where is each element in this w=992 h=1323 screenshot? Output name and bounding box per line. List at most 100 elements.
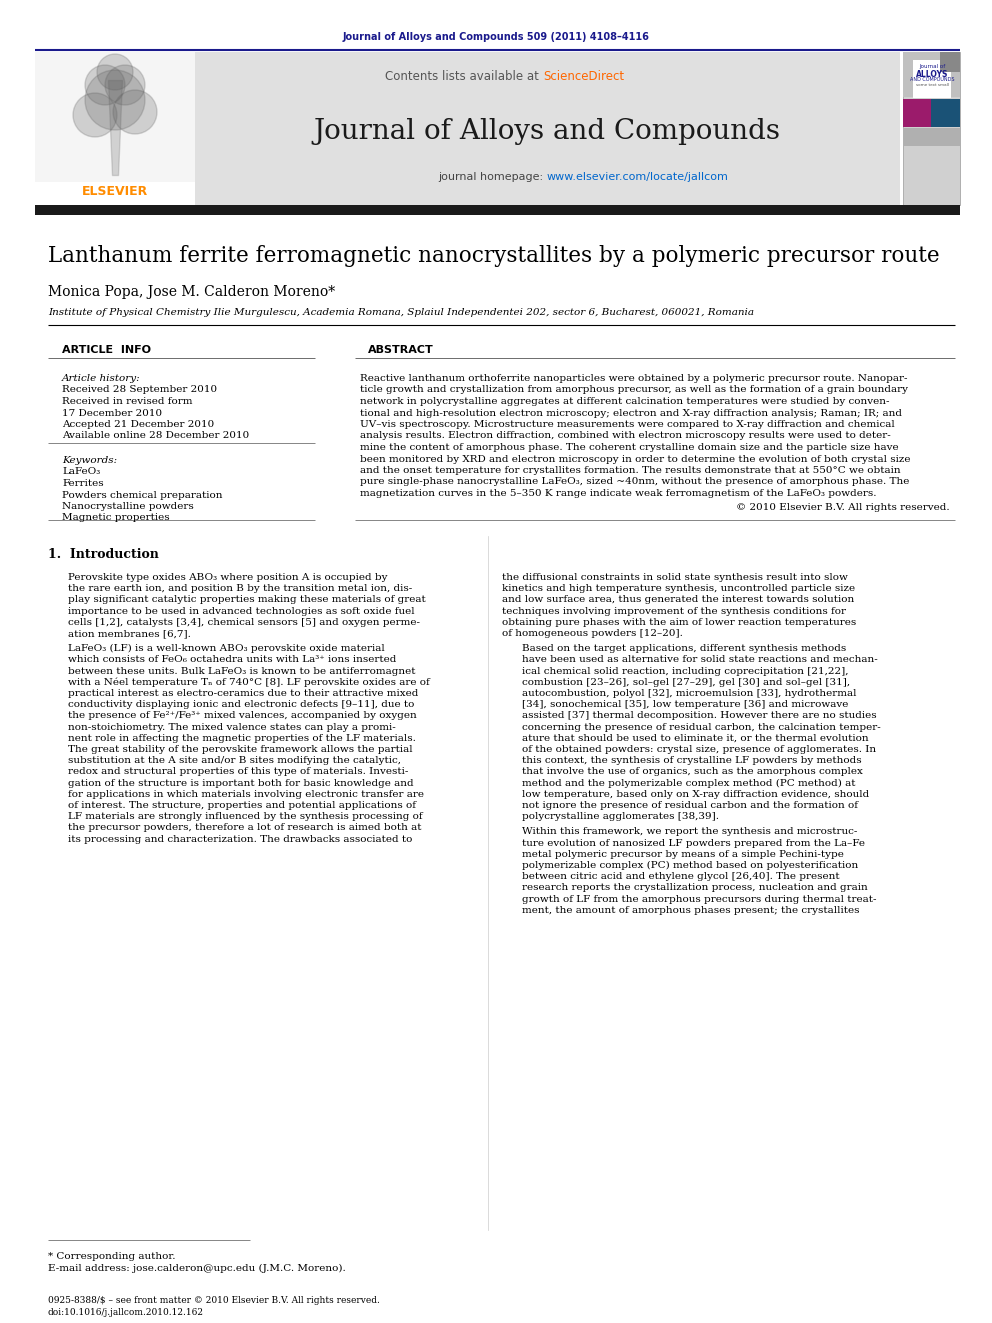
Text: www.elsevier.com/locate/jallcom: www.elsevier.com/locate/jallcom: [547, 172, 729, 183]
Text: ature that should be used to eliminate it, or the thermal evolution: ature that should be used to eliminate i…: [522, 734, 869, 742]
Text: play significant catalytic properties making these materials of great: play significant catalytic properties ma…: [68, 595, 426, 605]
Text: the precursor powders, therefore a lot of research is aimed both at: the precursor powders, therefore a lot o…: [68, 823, 422, 832]
Text: polymerizable complex (PC) method based on polyesterification: polymerizable complex (PC) method based …: [522, 861, 858, 871]
Text: ELSEVIER: ELSEVIER: [82, 185, 148, 198]
Text: Reactive lanthanum orthoferrite nanoparticles were obtained by a polymeric precu: Reactive lanthanum orthoferrite nanopart…: [360, 374, 908, 382]
Text: Received in revised form: Received in revised form: [62, 397, 192, 406]
Bar: [903, 52, 960, 205]
Text: between citric acid and ethylene glycol [26,40]. The present: between citric acid and ethylene glycol …: [522, 872, 839, 881]
Circle shape: [113, 90, 157, 134]
Bar: [35, 205, 960, 216]
Text: ture evolution of nanosized LF powders prepared from the La–Fe: ture evolution of nanosized LF powders p…: [522, 839, 865, 848]
Text: 0925-8388/$ – see front matter © 2010 Elsevier B.V. All rights reserved.: 0925-8388/$ – see front matter © 2010 El…: [48, 1297, 380, 1304]
Text: Monica Popa, Jose M. Calderon Moreno*: Monica Popa, Jose M. Calderon Moreno*: [48, 284, 335, 299]
Text: this context, the synthesis of crystalline LF powders by methods: this context, the synthesis of crystalli…: [522, 757, 862, 765]
Text: The great stability of the perovskite framework allows the partial: The great stability of the perovskite fr…: [68, 745, 413, 754]
Text: ical chemical solid reaction, including coprecipitation [21,22],: ical chemical solid reaction, including …: [522, 667, 848, 676]
Text: for applications in which materials involving electronic transfer are: for applications in which materials invo…: [68, 790, 424, 799]
Text: and the onset temperature for crystallites formation. The results demonstrate th: and the onset temperature for crystallit…: [360, 466, 901, 475]
Text: which consists of FeO₆ octahedra units with La³⁺ ions inserted: which consists of FeO₆ octahedra units w…: [68, 655, 397, 664]
Text: low temperature, based only on X-ray diffraction evidence, should: low temperature, based only on X-ray dif…: [522, 790, 869, 799]
Text: Ferrites: Ferrites: [62, 479, 103, 488]
Bar: [903, 128, 960, 146]
Text: AND COMPOUNDS: AND COMPOUNDS: [910, 77, 954, 82]
Text: substitution at the A site and/or B sites modifying the catalytic,: substitution at the A site and/or B site…: [68, 757, 401, 765]
Text: techniques involving improvement of the synthesis conditions for: techniques involving improvement of the …: [502, 607, 846, 615]
Text: method and the polymerizable complex method (PC method) at: method and the polymerizable complex met…: [522, 779, 855, 787]
Text: mine the content of amorphous phase. The coherent crystalline domain size and th: mine the content of amorphous phase. The…: [360, 443, 899, 452]
Text: Based on the target applications, different synthesis methods: Based on the target applications, differ…: [522, 644, 846, 654]
Text: Journal of: Journal of: [919, 64, 945, 69]
Text: ScienceDirect: ScienceDirect: [543, 70, 624, 83]
Text: Perovskite type oxides ABO₃ where position A is occupied by: Perovskite type oxides ABO₃ where positi…: [68, 573, 388, 582]
Text: obtaining pure phases with the aim of lower reaction temperatures: obtaining pure phases with the aim of lo…: [502, 618, 856, 627]
Text: tional and high-resolution electron microscopy; electron and X-ray diffraction a: tional and high-resolution electron micr…: [360, 409, 902, 418]
Text: the diffusional constraints in solid state synthesis result into slow: the diffusional constraints in solid sta…: [502, 573, 848, 582]
Circle shape: [97, 54, 133, 90]
Text: some text small: some text small: [916, 83, 948, 87]
Text: not ignore the presence of residual carbon and the formation of: not ignore the presence of residual carb…: [522, 800, 858, 810]
Circle shape: [105, 65, 145, 105]
Text: Contents lists available at: Contents lists available at: [385, 70, 543, 83]
Text: the presence of Fe²⁺/Fe³⁺ mixed valences, accompanied by oxygen: the presence of Fe²⁺/Fe³⁺ mixed valences…: [68, 712, 417, 721]
Text: ment, the amount of amorphous phases present; the crystallites: ment, the amount of amorphous phases pre…: [522, 906, 859, 914]
Text: gation of the structure is important both for basic knowledge and: gation of the structure is important bot…: [68, 779, 414, 787]
Text: doi:10.1016/j.jallcom.2010.12.162: doi:10.1016/j.jallcom.2010.12.162: [48, 1308, 204, 1316]
Text: ation membranes [6,7].: ation membranes [6,7].: [68, 628, 190, 638]
Text: conductivity displaying ionic and electronic defects [9–11], due to: conductivity displaying ionic and electr…: [68, 700, 415, 709]
Text: Accepted 21 December 2010: Accepted 21 December 2010: [62, 419, 214, 429]
Text: with a Néel temperature Tₙ of 740°C [8]. LF perovskite oxides are of: with a Néel temperature Tₙ of 740°C [8].…: [68, 677, 430, 688]
Text: Magnetic properties: Magnetic properties: [62, 513, 170, 523]
Text: research reports the crystallization process, nucleation and grain: research reports the crystallization pro…: [522, 884, 868, 893]
Text: Article history:: Article history:: [62, 374, 141, 382]
Text: [34], sonochemical [35], low temperature [36] and microwave: [34], sonochemical [35], low temperature…: [522, 700, 848, 709]
Text: assisted [37] thermal decomposition. However there are no studies: assisted [37] thermal decomposition. How…: [522, 712, 877, 721]
Bar: [903, 52, 960, 97]
Circle shape: [85, 65, 125, 105]
Bar: [913, 60, 951, 98]
Bar: [931, 99, 960, 127]
Text: between these units. Bulk LaFeO₃ is known to be antiferromagnet: between these units. Bulk LaFeO₃ is know…: [68, 667, 416, 676]
Text: importance to be used in advanced technologies as soft oxide fuel: importance to be used in advanced techno…: [68, 607, 415, 615]
Text: LaFeO₃ (LF) is a well-known ABO₃ perovskite oxide material: LaFeO₃ (LF) is a well-known ABO₃ perovsk…: [68, 644, 385, 654]
Text: been monitored by XRD and electron microscopy in order to determine the evolutio: been monitored by XRD and electron micro…: [360, 455, 911, 463]
Text: Journal of Alloys and Compounds 509 (2011) 4108–4116: Journal of Alloys and Compounds 509 (201…: [342, 32, 650, 42]
Text: non-stoichiometry. The mixed valence states can play a promi-: non-stoichiometry. The mixed valence sta…: [68, 722, 396, 732]
Text: redox and structural properties of this type of materials. Investi-: redox and structural properties of this …: [68, 767, 409, 777]
Text: nent role in affecting the magnetic properties of the LF materials.: nent role in affecting the magnetic prop…: [68, 734, 416, 742]
Text: ALLOYS: ALLOYS: [916, 70, 948, 79]
Bar: [35, 52, 195, 183]
Text: and low surface area, thus generated the interest towards solution: and low surface area, thus generated the…: [502, 595, 854, 605]
Text: metal polymeric precursor by means of a simple Pechini-type: metal polymeric precursor by means of a …: [522, 849, 844, 859]
Text: concerning the presence of residual carbon, the calcination temper-: concerning the presence of residual carb…: [522, 722, 881, 732]
Text: * Corresponding author.: * Corresponding author.: [48, 1252, 176, 1261]
Bar: [903, 99, 931, 127]
Text: autocombustion, polyol [32], microemulsion [33], hydrothermal: autocombustion, polyol [32], microemulsi…: [522, 689, 856, 699]
Text: practical interest as electro-ceramics due to their attractive mixed: practical interest as electro-ceramics d…: [68, 689, 419, 699]
Text: E-mail address: jose.calderon@upc.edu (J.M.C. Moreno).: E-mail address: jose.calderon@upc.edu (J…: [48, 1263, 346, 1273]
Text: Keywords:: Keywords:: [62, 456, 117, 464]
Text: growth of LF from the amorphous precursors during thermal treat-: growth of LF from the amorphous precurso…: [522, 894, 877, 904]
Text: Journal of Alloys and Compounds: Journal of Alloys and Compounds: [313, 118, 781, 146]
Text: magnetization curves in the 5–350 K range indicate weak ferromagnetism of the La: magnetization curves in the 5–350 K rang…: [360, 490, 877, 497]
Text: polycrystalline agglomerates [38,39].: polycrystalline agglomerates [38,39].: [522, 812, 719, 822]
Text: analysis results. Electron diffraction, combined with electron microscopy result: analysis results. Electron diffraction, …: [360, 431, 891, 441]
Text: have been used as alternative for solid state reactions and mechan-: have been used as alternative for solid …: [522, 655, 878, 664]
Circle shape: [85, 70, 145, 130]
Text: Received 28 September 2010: Received 28 September 2010: [62, 385, 217, 394]
Text: LF materials are strongly influenced by the synthesis processing of: LF materials are strongly influenced by …: [68, 812, 423, 822]
Text: © 2010 Elsevier B.V. All rights reserved.: © 2010 Elsevier B.V. All rights reserved…: [736, 503, 950, 512]
Bar: [195, 52, 900, 205]
Text: 17 December 2010: 17 December 2010: [62, 409, 162, 418]
Text: UV–vis spectroscopy. Microstructure measurements were compared to X-ray diffract: UV–vis spectroscopy. Microstructure meas…: [360, 419, 895, 429]
Text: journal homepage:: journal homepage:: [438, 172, 547, 183]
Text: Within this framework, we report the synthesis and microstruc-: Within this framework, we report the syn…: [522, 827, 857, 836]
Text: LaFeO₃: LaFeO₃: [62, 467, 100, 476]
Text: that involve the use of organics, such as the amorphous complex: that involve the use of organics, such a…: [522, 767, 863, 777]
Text: Powders chemical preparation: Powders chemical preparation: [62, 491, 222, 500]
Text: Available online 28 December 2010: Available online 28 December 2010: [62, 431, 249, 441]
Bar: [940, 52, 960, 71]
Text: its processing and characterization. The drawbacks associated to: its processing and characterization. The…: [68, 835, 413, 844]
Text: combustion [23–26], sol–gel [27–29], gel [30] and sol–gel [31],: combustion [23–26], sol–gel [27–29], gel…: [522, 677, 850, 687]
Text: ticle growth and crystallization from amorphous precursor, as well as the format: ticle growth and crystallization from am…: [360, 385, 908, 394]
